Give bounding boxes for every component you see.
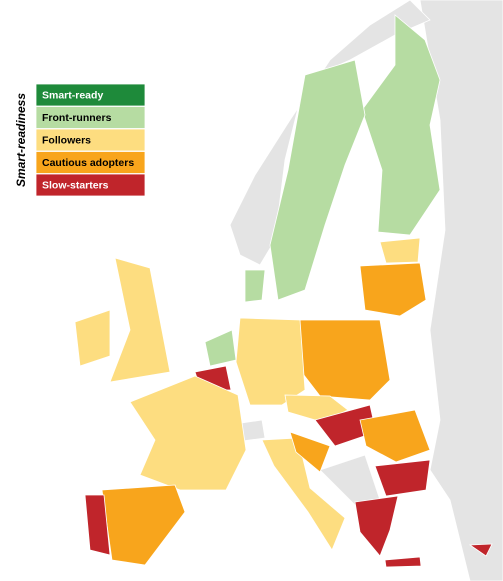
- legend-title: Smart-readiness: [14, 93, 28, 187]
- legend-label: Slow-starters: [42, 179, 109, 191]
- estonia: [379, 237, 421, 264]
- ireland: [74, 309, 111, 367]
- legend-label: Smart-ready: [42, 89, 103, 101]
- spain: [101, 484, 186, 566]
- netherlands: [204, 329, 237, 367]
- portugal: [84, 494, 111, 556]
- balkans: [319, 454, 381, 506]
- finland: [361, 14, 441, 236]
- legend-swatch: [35, 173, 146, 197]
- poland: [299, 319, 391, 401]
- romania: [359, 409, 431, 463]
- france: [129, 375, 247, 491]
- baltics: [359, 262, 427, 317]
- crete: [384, 556, 422, 568]
- legend-label: Front-runners: [42, 112, 112, 124]
- legend-label: Cautious adopters: [42, 157, 134, 169]
- germany: [235, 317, 306, 406]
- greece: [354, 495, 399, 557]
- non-eu-land: [419, 0, 503, 581]
- legend: Smart-ready Front-runners Followers Cautiou…: [35, 83, 146, 197]
- uk: [109, 257, 171, 383]
- croatia: [289, 431, 331, 473]
- denmark: [244, 269, 266, 303]
- cyprus: [468, 543, 493, 557]
- legend-swatch: [35, 106, 146, 129]
- map-shapes: [74, 0, 503, 581]
- legend-swatch: [35, 128, 146, 152]
- bulgaria: [374, 459, 431, 497]
- legend-swatch: [35, 151, 146, 174]
- legend-swatch: [35, 83, 146, 107]
- legend-label: Followers: [42, 134, 91, 146]
- sweden: [269, 59, 366, 301]
